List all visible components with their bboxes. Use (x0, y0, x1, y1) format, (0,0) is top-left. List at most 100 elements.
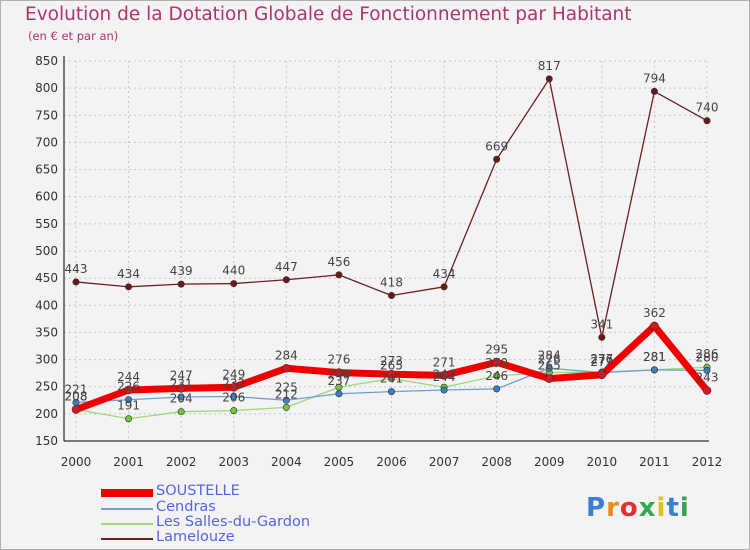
data-point (176, 384, 186, 393)
logo-letter: o (619, 493, 639, 523)
chart-title: Evolution de la Dotation Globale de Fonc… (25, 4, 632, 25)
data-point (335, 390, 343, 398)
legend-swatch (101, 489, 153, 497)
data-label: 265 (538, 359, 561, 373)
data-point (124, 385, 133, 395)
data-point (387, 388, 395, 396)
data-label: 341 (590, 317, 613, 331)
data-point (544, 374, 554, 383)
data-point (125, 283, 133, 291)
legend-label: Lamelouze (156, 529, 235, 545)
x-tick-label: 2003 (218, 455, 249, 469)
data-label: 447 (275, 260, 298, 274)
y-tick-label: 250 (35, 380, 58, 394)
logo-letter: P (586, 493, 607, 523)
x-tick-label: 2006 (376, 455, 407, 469)
data-point (387, 369, 396, 379)
x-tick-label: 2008 (481, 455, 512, 469)
data-label: 243 (696, 371, 719, 385)
data-point (703, 366, 711, 374)
data-label: 740 (696, 101, 719, 115)
data-point (650, 321, 659, 331)
data-label: 434 (117, 267, 140, 281)
data-point (493, 385, 501, 393)
data-label: 295 (485, 342, 508, 356)
data-label: 273 (380, 354, 403, 368)
data-label: 265 (380, 359, 403, 373)
y-tick-label: 650 (35, 163, 58, 177)
legend-swatch (101, 508, 153, 510)
data-label: 191 (117, 399, 140, 413)
data-label: 669 (485, 139, 508, 153)
y-tick-label: 850 (35, 54, 58, 68)
data-label: 439 (170, 264, 193, 278)
y-tick-label: 450 (35, 271, 58, 285)
data-point (650, 366, 658, 374)
data-label: 794 (643, 71, 666, 85)
data-label: 244 (433, 370, 456, 384)
data-point (230, 392, 238, 400)
y-tick-label: 600 (35, 190, 58, 204)
y-tick-label: 200 (35, 407, 58, 421)
y-tick-label: 750 (35, 108, 58, 122)
data-point (125, 415, 133, 423)
data-point (72, 278, 80, 286)
data-point (650, 87, 658, 95)
data-point (598, 333, 606, 341)
data-label: 281 (643, 350, 666, 364)
legend-label: Les Salles-du-Gardon (156, 514, 311, 530)
data-point (282, 276, 290, 284)
data-point (229, 382, 239, 392)
data-label: 281 (643, 350, 666, 364)
data-point (703, 117, 711, 125)
data-label: 418 (380, 276, 403, 290)
data-label: 212 (275, 387, 298, 401)
y-tick-label: 500 (35, 244, 58, 258)
x-tick-label: 2009 (534, 455, 565, 469)
legend-swatch (101, 538, 153, 540)
data-point (702, 386, 712, 395)
data-label: 204 (170, 392, 193, 406)
data-label: 434 (433, 267, 456, 281)
data-point (545, 75, 553, 83)
data-label: 249 (222, 367, 245, 381)
data-label: 443 (65, 262, 88, 276)
chart-subtitle: (en € et par an) (28, 29, 119, 43)
data-label: 276 (538, 353, 561, 367)
legend-label: SOUSTELLE (156, 483, 240, 499)
legend-label: Cendras (156, 499, 216, 515)
y-tick-label: 350 (35, 325, 58, 339)
logo-letter: i (679, 493, 690, 523)
y-tick-label: 700 (35, 135, 58, 149)
y-tick-label: 300 (35, 353, 58, 367)
data-label: 244 (117, 370, 140, 384)
x-tick-label: 2011 (639, 455, 670, 469)
x-tick-label: 2007 (429, 455, 460, 469)
y-tick-label: 550 (35, 217, 58, 231)
data-label: 271 (433, 355, 456, 369)
data-label: 246 (485, 369, 508, 383)
logo-letter: i (656, 493, 667, 523)
data-label: 206 (222, 391, 245, 405)
data-label: 456 (327, 255, 350, 269)
data-label: 221 (65, 382, 88, 396)
x-tick-label: 2002 (166, 455, 197, 469)
data-point (71, 405, 81, 414)
data-label: 277 (590, 352, 613, 366)
data-label: 276 (327, 353, 350, 367)
data-point (282, 363, 291, 373)
data-point (282, 396, 290, 404)
y-tick-label: 400 (35, 298, 58, 312)
data-label: 249 (433, 367, 456, 381)
data-label: 231 (170, 377, 193, 391)
x-tick-label: 2010 (587, 455, 618, 469)
data-label: 440 (222, 264, 245, 278)
data-point (493, 372, 501, 380)
data-label: 208 (65, 390, 88, 404)
data-label: 270 (485, 356, 508, 370)
x-tick-label: 2012 (692, 455, 723, 469)
data-label: 284 (538, 348, 561, 362)
data-label: 362 (643, 306, 666, 320)
